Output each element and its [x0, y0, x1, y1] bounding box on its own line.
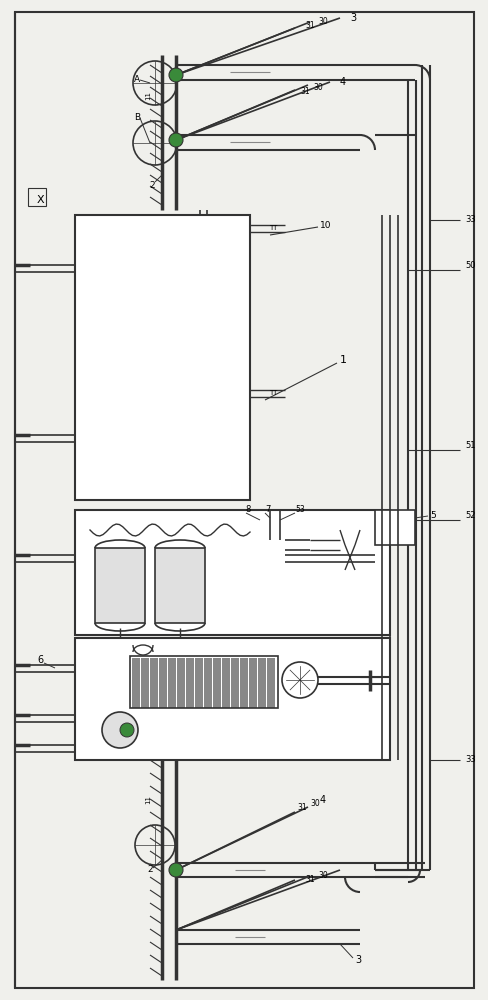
Text: 1: 1 [339, 355, 346, 365]
Text: 7: 7 [264, 506, 270, 514]
Bar [132, 658, 140, 708]
Bar [141, 658, 149, 708]
Bar [374, 510, 414, 545]
Circle shape [120, 723, 134, 737]
Text: 2: 2 [147, 865, 153, 874]
Bar [150, 658, 158, 708]
Bar [185, 658, 194, 708]
Text: 3: 3 [354, 955, 360, 965]
Bar [258, 658, 265, 708]
Bar [95, 548, 145, 623]
Text: 3: 3 [349, 13, 355, 23]
Text: 30: 30 [309, 800, 319, 808]
Circle shape [169, 133, 183, 147]
Circle shape [282, 662, 317, 698]
Bar [213, 658, 221, 708]
Bar [75, 638, 389, 760]
Text: A: A [134, 76, 140, 85]
Bar [195, 658, 203, 708]
Text: 30: 30 [317, 17, 327, 26]
Bar [240, 658, 247, 708]
Text: 53: 53 [294, 506, 304, 514]
Text: 33: 33 [464, 216, 475, 225]
Text: 31: 31 [305, 21, 314, 30]
Text: 31: 31 [299, 88, 309, 97]
Bar [177, 658, 184, 708]
Bar [203, 658, 212, 708]
Text: 30: 30 [317, 871, 327, 880]
Text: 4: 4 [339, 77, 346, 87]
Bar [266, 658, 274, 708]
Bar [155, 548, 204, 623]
Text: 51: 51 [464, 440, 474, 450]
Text: 30: 30 [312, 84, 322, 93]
Circle shape [169, 68, 183, 82]
Text: 11: 11 [145, 796, 151, 804]
Circle shape [169, 863, 183, 877]
Text: 6: 6 [37, 655, 43, 665]
Text: 31: 31 [305, 876, 314, 884]
Bar [75, 510, 389, 635]
Bar [248, 658, 257, 708]
Bar [222, 658, 229, 708]
Bar [159, 658, 167, 708]
Text: 8: 8 [244, 506, 250, 514]
Text: 11: 11 [145, 91, 151, 100]
Text: TT: TT [268, 225, 277, 231]
Text: 4: 4 [319, 795, 325, 805]
Bar [230, 658, 239, 708]
Text: 10: 10 [319, 221, 331, 230]
Bar [75, 215, 249, 500]
Bar [168, 658, 176, 708]
Text: 52: 52 [464, 512, 474, 520]
Bar [130, 656, 278, 708]
Text: 2: 2 [149, 180, 155, 190]
Text: X: X [36, 195, 44, 205]
Text: TT: TT [268, 390, 277, 396]
Text: B: B [134, 113, 140, 122]
Text: 5: 5 [429, 510, 435, 520]
Circle shape [102, 712, 138, 748]
Text: 33: 33 [464, 756, 475, 764]
Bar [28, 188, 46, 206]
Text: 50: 50 [464, 260, 474, 269]
Text: 31: 31 [296, 804, 306, 812]
